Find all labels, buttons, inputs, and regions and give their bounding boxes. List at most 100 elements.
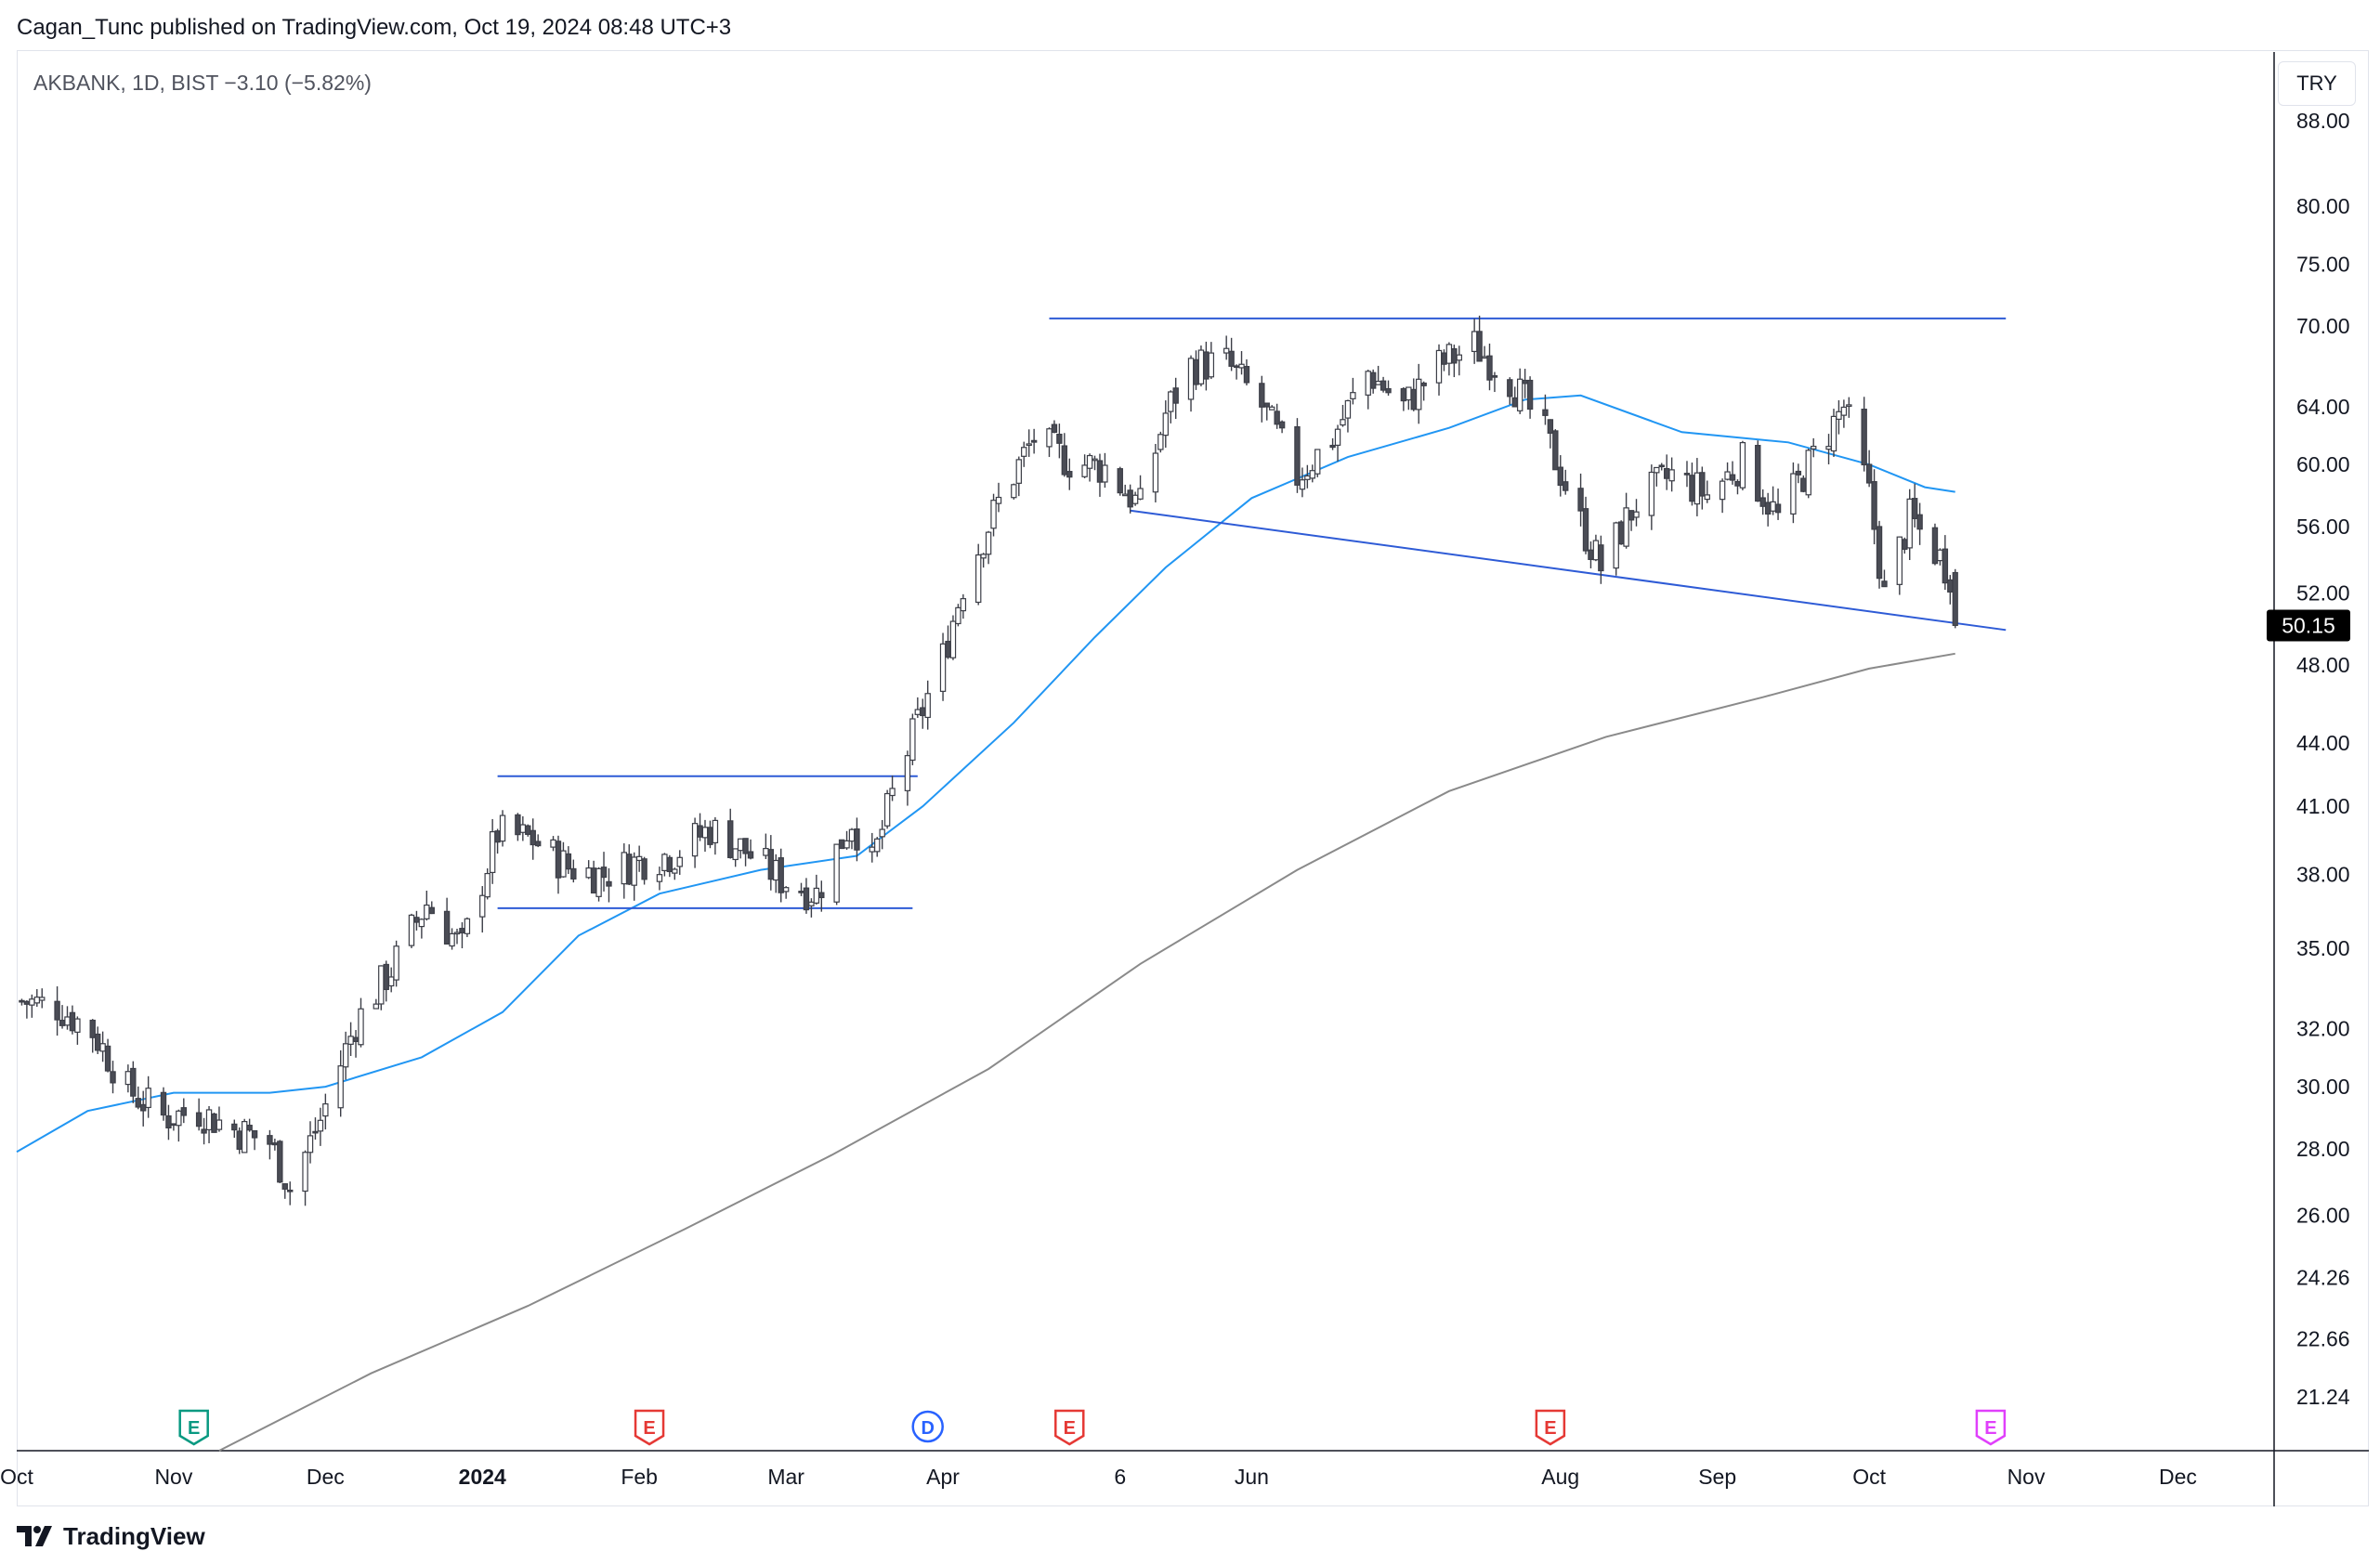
- currency-selector[interactable]: TRY: [2278, 61, 2356, 106]
- candle-down: [1658, 464, 1665, 468]
- candle-down: [1861, 409, 1867, 466]
- candle-down: [1329, 444, 1336, 449]
- candle-up: [1168, 391, 1174, 412]
- candle-up: [1810, 445, 1817, 450]
- candle-up: [484, 872, 490, 898]
- candle-up: [74, 1018, 81, 1033]
- candle-up: [1416, 378, 1422, 411]
- candle-up: [176, 1110, 182, 1127]
- event-marker-shape: [1054, 1409, 1085, 1446]
- candle-down: [1755, 445, 1761, 502]
- moving-average-slow-line: [218, 652, 1955, 1452]
- x-tick-label: Dec: [2159, 1465, 2197, 1489]
- candle-up: [1516, 378, 1523, 411]
- candle-up: [1021, 447, 1027, 457]
- earnings-event-icon[interactable]: E: [1054, 1409, 1085, 1446]
- candle-up: [621, 852, 628, 885]
- candle-down: [1734, 480, 1741, 487]
- candle-up: [1187, 358, 1195, 400]
- candle-up: [939, 643, 947, 692]
- candle-down: [1795, 470, 1802, 476]
- event-marker-label: E: [643, 1418, 655, 1439]
- candle-down: [1127, 489, 1133, 508]
- candle-up: [1011, 484, 1017, 499]
- candle-down: [251, 1129, 258, 1139]
- candle-up: [737, 838, 744, 852]
- candle-up: [879, 828, 885, 838]
- last-price-badge: [2267, 609, 2350, 642]
- candle-down: [1800, 477, 1807, 492]
- candle-down: [747, 851, 754, 859]
- candle-down: [59, 1019, 66, 1026]
- candle-down: [1729, 474, 1736, 481]
- candle-down: [1774, 503, 1782, 514]
- candle-up: [1805, 450, 1811, 496]
- earnings-event-icon[interactable]: E: [1975, 1409, 2007, 1446]
- candle-up: [317, 1119, 324, 1132]
- candle-down: [1193, 358, 1199, 385]
- candle-down: [1582, 508, 1589, 552]
- candle-down: [1410, 388, 1417, 411]
- candle-up: [1445, 344, 1453, 364]
- x-tick-label: Nov: [154, 1465, 192, 1489]
- candle-up: [1152, 452, 1159, 493]
- candle-up: [1456, 354, 1463, 361]
- dividend-event-icon[interactable]: D: [911, 1410, 944, 1443]
- event-marker-shape: [911, 1410, 944, 1443]
- y-tick-label: 60.00: [2296, 452, 2350, 476]
- event-marker-shape: [178, 1409, 209, 1446]
- candle-up: [424, 904, 430, 919]
- candle-down: [1881, 580, 1888, 588]
- candle-up: [1830, 415, 1837, 452]
- candle-down: [1511, 397, 1518, 408]
- candle-down: [1380, 380, 1387, 391]
- candle-down: [211, 1113, 217, 1133]
- candle-up: [1350, 392, 1356, 399]
- candle-up: [1208, 352, 1215, 378]
- candle-down: [1542, 409, 1549, 416]
- candle-up: [1623, 507, 1629, 547]
- symbol-legend[interactable]: AKBANK, 1D, BIST −3.10 (−5.82%): [33, 71, 372, 95]
- y-tick-label: 56.00: [2296, 515, 2350, 539]
- candle-up: [914, 709, 922, 715]
- y-tick-label: 80.00: [2296, 194, 2350, 218]
- candle-down: [1233, 365, 1240, 369]
- candle-up: [1131, 494, 1139, 504]
- footer-brand[interactable]: TradingView: [17, 1518, 205, 1555]
- candle-down: [1172, 387, 1179, 404]
- candle-up: [29, 998, 35, 1006]
- candle-up: [124, 1071, 132, 1086]
- y-tick-label: 44.00: [2296, 731, 2350, 755]
- candle-up: [1344, 399, 1352, 419]
- candle-up: [1334, 428, 1341, 446]
- earnings-event-icon[interactable]: E: [178, 1409, 209, 1446]
- candle-up: [909, 718, 916, 762]
- candle-down: [413, 917, 420, 923]
- candle-up: [145, 1088, 151, 1109]
- candle-up: [883, 792, 891, 827]
- candle-down: [160, 1091, 167, 1116]
- candle-up: [990, 500, 997, 529]
- candle-up: [869, 846, 875, 853]
- candle-down: [1441, 352, 1447, 365]
- earnings-event-icon[interactable]: E: [1535, 1409, 1566, 1446]
- x-tick-label: Feb: [621, 1465, 658, 1489]
- candle-down: [767, 849, 775, 880]
- candle-up: [1122, 493, 1129, 497]
- candle-down: [1759, 497, 1766, 507]
- candle-down: [1066, 471, 1073, 478]
- event-marker-shape: [634, 1409, 665, 1446]
- candle-down: [1699, 472, 1706, 497]
- candle-down: [1274, 411, 1280, 425]
- candle-down: [494, 830, 501, 843]
- candle-down: [1902, 539, 1908, 550]
- candle-up: [1304, 475, 1311, 480]
- candle-down: [600, 867, 608, 879]
- y-tick-label: 75.00: [2296, 252, 2350, 276]
- earnings-event-icon[interactable]: E: [634, 1409, 665, 1446]
- candle-up: [1081, 464, 1088, 477]
- candle-down: [1051, 424, 1058, 434]
- x-tick-label: Aug: [1541, 1465, 1579, 1489]
- candle-down: [287, 1189, 294, 1193]
